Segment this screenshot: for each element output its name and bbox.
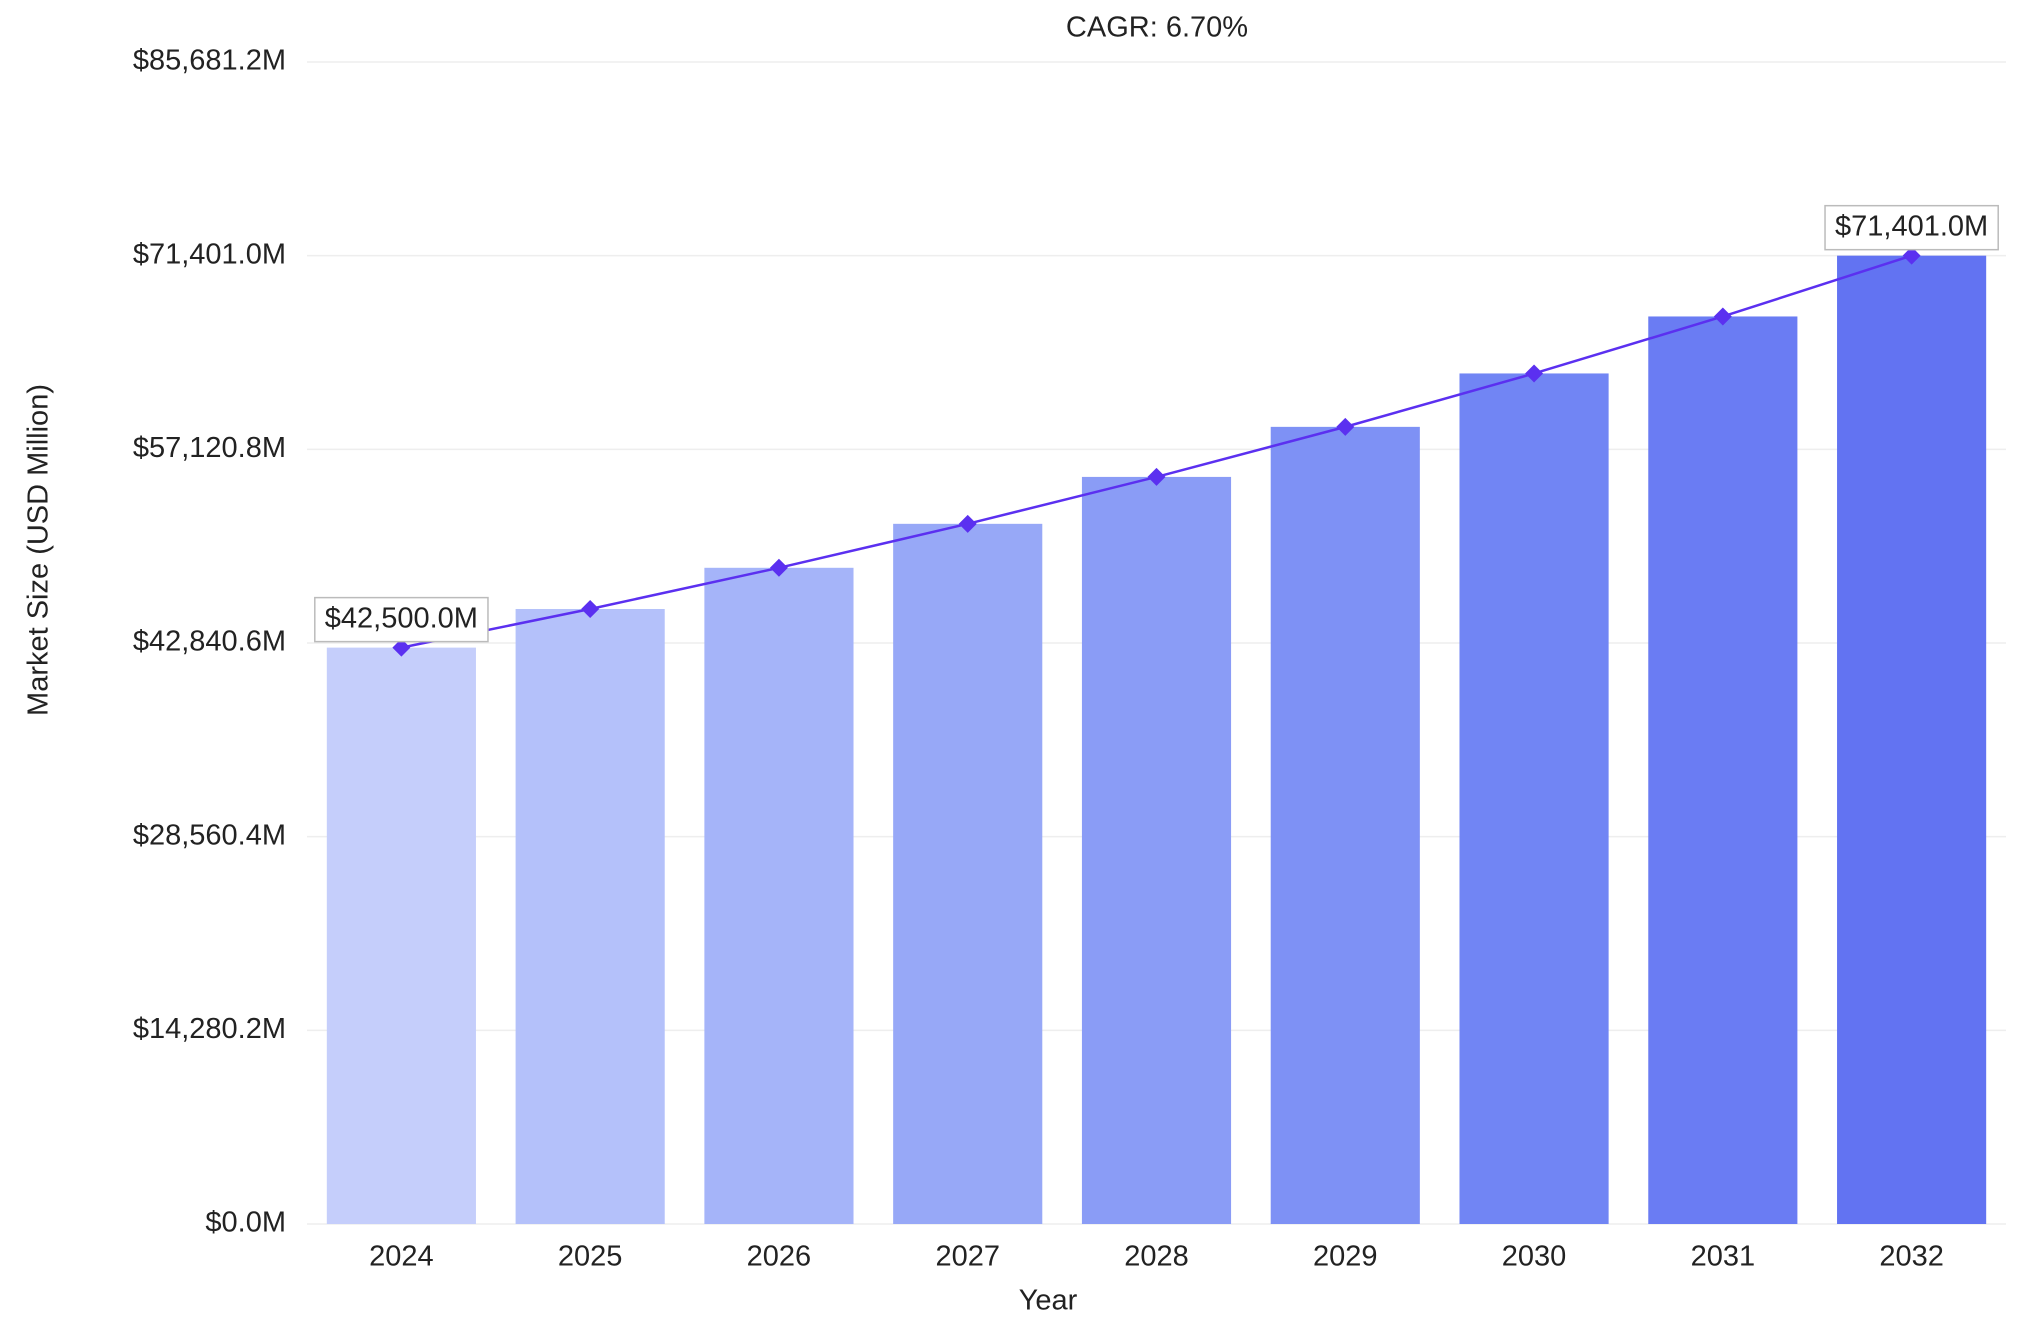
value-label-box (1824, 204, 1999, 251)
y-tick-label: $28,560.4M (133, 819, 286, 851)
chart-title: CAGR: 6.70% (1066, 12, 1248, 44)
x-tick-label: 2025 (558, 1241, 623, 1273)
line-marker (1336, 417, 1355, 436)
line-marker (1525, 364, 1544, 383)
x-tick-label: 2030 (1502, 1241, 1567, 1273)
y-axis-label: Market Size (USD Million) (23, 384, 55, 716)
bar (515, 608, 665, 1224)
x-tick-label: 2026 (747, 1241, 812, 1273)
y-tick-label: $71,401.0M (133, 238, 286, 270)
x-axis-label: Year (1019, 1285, 1078, 1317)
bar (1459, 373, 1609, 1224)
y-tick-label: $42,840.6M (133, 626, 286, 658)
y-tick-label: $57,120.8M (133, 432, 286, 464)
bar (1837, 255, 1987, 1224)
line-marker (958, 514, 977, 533)
line-marker (1147, 467, 1166, 486)
x-tick-label: 2028 (1124, 1241, 1189, 1273)
y-tick-label: $85,681.2M (133, 45, 286, 77)
x-tick-label: 2029 (1313, 1241, 1378, 1273)
x-tick-label: 2024 (369, 1241, 434, 1273)
bar (326, 647, 476, 1224)
bar (704, 567, 854, 1224)
value-label-box (314, 596, 489, 643)
value-label: $71,401.0M (1835, 210, 1988, 242)
y-tick-label: $14,280.2M (133, 1013, 286, 1045)
line-marker (769, 558, 788, 577)
y-tick-label: $0.0M (205, 1207, 286, 1239)
bar (1270, 426, 1420, 1225)
bar (1648, 316, 1798, 1224)
line-marker (392, 638, 411, 657)
line-marker (581, 599, 600, 618)
x-tick-label: 2031 (1691, 1241, 1756, 1273)
x-tick-label: 2032 (1879, 1241, 1944, 1273)
value-label: $42,500.0M (325, 602, 478, 634)
line-marker (1713, 307, 1732, 326)
bar (893, 523, 1043, 1224)
line-marker (1902, 246, 1921, 265)
x-tick-label: 2027 (935, 1241, 1000, 1273)
bar (1081, 476, 1232, 1224)
